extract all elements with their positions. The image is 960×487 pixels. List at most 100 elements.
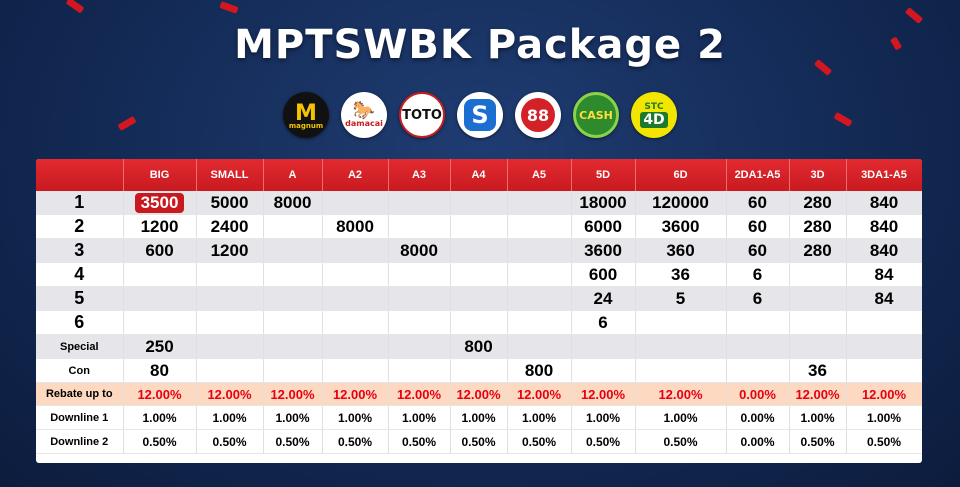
table-cell: 24 [571, 286, 636, 311]
row-label: 6 [36, 310, 124, 335]
table-cell: 1.00% [846, 405, 922, 430]
table-cell: 1.00% [450, 405, 508, 430]
table-cell: 60 [726, 214, 790, 239]
table-row: 5 24 5 6 84 [36, 286, 922, 311]
column-header: BIG [123, 159, 197, 191]
table-cell: 6 [726, 286, 790, 311]
downline-1-row: Downline 1 1.00% 1.00% 1.00% 1.00% 1.00% 1.00%… [36, 405, 922, 430]
table-cell: 84 [846, 286, 922, 311]
row-label: 1 [36, 191, 124, 215]
table-cell: 36 [635, 262, 727, 287]
table-cell [263, 262, 323, 287]
table-cell: 0.50% [789, 429, 847, 454]
column-header: SMALL [196, 159, 264, 191]
table-cell [263, 286, 323, 311]
table-cell: 0.50% [196, 429, 264, 454]
table-cell: 84 [846, 262, 922, 287]
table-cell: 6000 [571, 214, 636, 239]
table-cell: 60 [726, 238, 790, 263]
singapore-pools-logo: S [457, 92, 503, 138]
table-cell: 1.00% [507, 405, 572, 430]
table-cell: 840 [846, 191, 922, 215]
table-cell [388, 262, 451, 287]
table-cell: 600 [571, 262, 636, 287]
table-cell [263, 238, 323, 263]
table-cell [322, 358, 389, 383]
table-cell: 0.50% [635, 429, 727, 454]
row-label: 4 [36, 262, 124, 287]
table-cell [789, 286, 847, 311]
table-cell [388, 214, 451, 239]
88-logo: 88 [515, 92, 561, 138]
table-cell [388, 286, 451, 311]
table-cell: 3600 [635, 214, 727, 239]
table-cell [322, 286, 389, 311]
table-cell [123, 286, 197, 311]
table-cell [726, 310, 790, 335]
table-cell: 0.00% [726, 429, 790, 454]
table-cell: 0.00% [726, 405, 790, 430]
table-cell [388, 358, 451, 383]
column-header: A5 [507, 159, 572, 191]
table-cell [450, 358, 508, 383]
table-cell [635, 310, 727, 335]
table-cell: 280 [789, 238, 847, 263]
cash-logo: CASH [573, 92, 619, 138]
rebate-row: Rebate up to 12.00% 12.00% 12.00% 12.00% 12.0… [36, 382, 922, 406]
table-cell [507, 214, 572, 239]
table-cell [196, 262, 264, 287]
row-label: 5 [36, 286, 124, 311]
table-cell [263, 334, 323, 359]
toto-logo: TOTO [399, 92, 445, 138]
table-row: 1 3500 5000 8000 18000 120000 60 280 840 [36, 191, 922, 215]
column-header: A2 [322, 159, 389, 191]
table-row: 2 1200 2400 8000 6000 3600 60 280 840 [36, 214, 922, 239]
table-cell [846, 310, 922, 335]
table-cell: 12.00% [571, 382, 636, 406]
column-header: 5D [571, 159, 636, 191]
table-cell: 800 [507, 358, 572, 383]
table-cell: 0.50% [571, 429, 636, 454]
table-cell: 0.50% [388, 429, 451, 454]
table-cell: 0.50% [322, 429, 389, 454]
table-row: 3 600 1200 8000 3600 360 60 280 840 [36, 238, 922, 263]
table-cell [388, 191, 451, 215]
table-cell [450, 310, 508, 335]
table-cell: 5 [635, 286, 727, 311]
table-cell: 18000 [571, 191, 636, 215]
table-cell: 840 [846, 238, 922, 263]
table-cell: 0.50% [846, 429, 922, 454]
table-cell [322, 310, 389, 335]
table-cell [263, 310, 323, 335]
table-cell [789, 262, 847, 287]
row-label: Special [36, 334, 124, 359]
header-corner [36, 159, 124, 191]
table-cell: 12.00% [846, 382, 922, 406]
table-cell: 0.50% [450, 429, 508, 454]
table-cell: 120000 [635, 191, 727, 215]
table-cell [322, 334, 389, 359]
table-row: Con 80 800 36 [36, 358, 922, 383]
table-cell [789, 334, 847, 359]
table-cell: 280 [789, 191, 847, 215]
table-cell [263, 358, 323, 383]
column-header: 6D [635, 159, 727, 191]
column-header: 3DA1-A5 [846, 159, 922, 191]
table-cell [507, 310, 572, 335]
table-cell [450, 262, 508, 287]
table-cell: 80 [123, 358, 197, 383]
table-cell [571, 334, 636, 359]
confetti-piece [219, 1, 239, 14]
table-cell [507, 286, 572, 311]
table-cell [450, 214, 508, 239]
table-cell [726, 334, 790, 359]
table-cell: 12.00% [388, 382, 451, 406]
table-cell [635, 334, 727, 359]
table-cell: 60 [726, 191, 790, 215]
table-cell [322, 191, 389, 215]
table-cell [846, 334, 922, 359]
column-header: A [263, 159, 323, 191]
